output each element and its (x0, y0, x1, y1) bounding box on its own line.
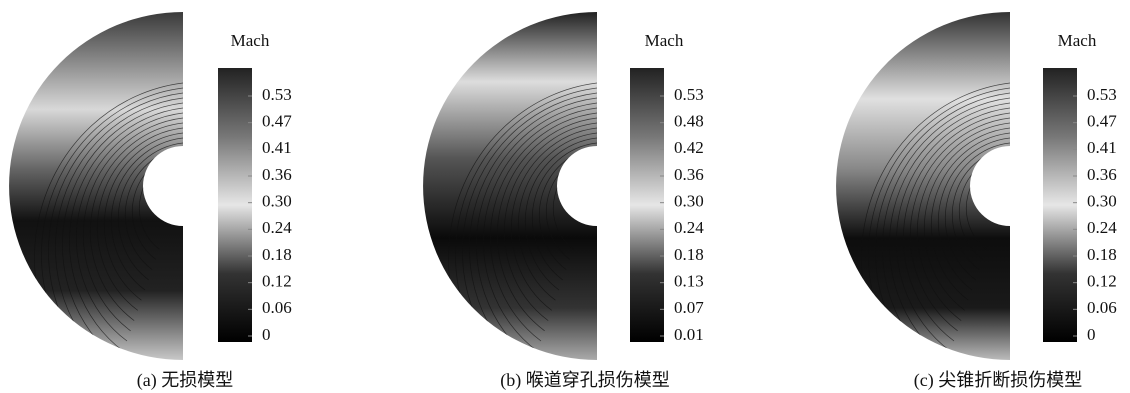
colorbar-title: Mach (645, 31, 684, 50)
colorbar-label: 0.30 (674, 192, 704, 211)
colorbar-label: 0.01 (674, 325, 704, 344)
colorbar-label: 0.36 (262, 165, 292, 184)
colorbar-label: 0.53 (674, 85, 704, 104)
colorbar-label: 0.53 (1087, 85, 1117, 104)
colorbar-label: 0.41 (262, 138, 292, 157)
colorbar-label: 0.12 (1087, 272, 1117, 291)
colorbar-label: 0.07 (674, 298, 704, 317)
colorbar-label: 0.30 (262, 192, 292, 211)
colorbar-label: 0.48 (674, 112, 704, 131)
colorbar-label: 0 (262, 325, 271, 344)
colorbar-label: 0.24 (674, 218, 704, 237)
figure: Mach 0.53 0.47 0.41 0.36 0.30 0.24 0.18 0.12 0.06… (0, 0, 1130, 393)
colorbar-label: 0.18 (262, 245, 292, 264)
colorbar-label: 0.13 (674, 272, 704, 291)
colorbar-label: 0.18 (1087, 245, 1117, 264)
caption: (a) 无损模型 (137, 370, 233, 391)
colorbar-label: 0.06 (262, 298, 292, 317)
colorbar (630, 68, 664, 342)
colorbar-label: 0.42 (674, 138, 704, 157)
colorbar-label: 0.41 (1087, 138, 1117, 157)
colorbar-title: Mach (231, 31, 270, 50)
colorbar-label: 0.36 (1087, 165, 1117, 184)
caption: (b) 喉道穿孔损伤模型 (500, 370, 670, 391)
caption: (c) 尖锥折断损伤模型 (914, 370, 1082, 391)
panel: Mach 0.53 0.48 0.42 0.36 0.30 0.24 0.18 0.13 0.07… (423, 12, 704, 393)
colorbar-label: 0.53 (262, 85, 292, 104)
panel: Mach 0.53 0.47 0.41 0.36 0.30 0.24 0.18 0.12 0.06… (9, 12, 292, 393)
colorbar-label: 0.36 (674, 165, 704, 184)
colorbar-label: 0.18 (674, 245, 704, 264)
colorbar-label: 0.24 (1087, 218, 1117, 237)
colorbar-label: 0 (1087, 325, 1096, 344)
colorbar-label: 0.24 (262, 218, 292, 237)
colorbar-label: 0.06 (1087, 298, 1117, 317)
colorbar-label: 0.30 (1087, 192, 1117, 211)
colorbar-title: Mach (1058, 31, 1097, 50)
colorbar-label: 0.47 (1087, 112, 1117, 131)
colorbar-label: 0.12 (262, 272, 292, 291)
colorbar (218, 68, 252, 342)
colorbar (1043, 68, 1077, 342)
colorbar-label: 0.47 (262, 112, 292, 131)
panel: Mach 0.53 0.47 0.41 0.36 0.30 0.24 0.18 0.12 0.06… (836, 12, 1117, 393)
